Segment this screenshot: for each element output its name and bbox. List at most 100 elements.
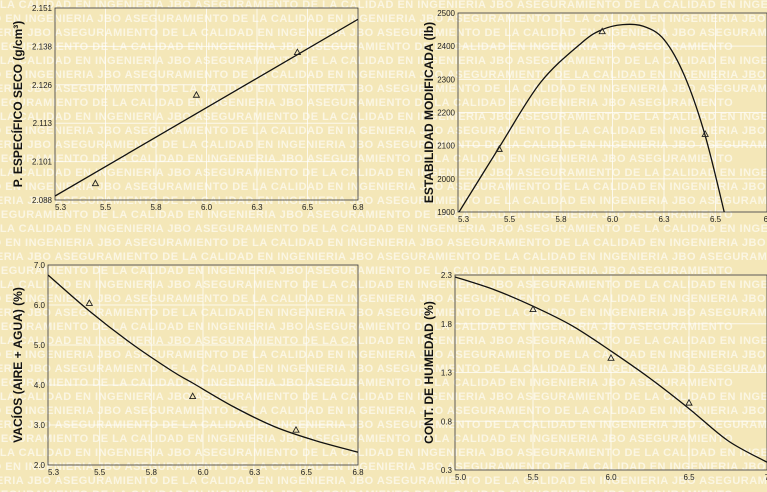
x-tick-label: 5.8 [150, 203, 162, 212]
y-tick-label: 2100 [437, 142, 455, 151]
watermark-text: DE LA CALIDAD EN INGENIERIA JBO ASEGURAM… [0, 153, 733, 165]
watermark-text: DE LA CALIDAD EN INGENIERIA JBO ASEGURAM… [0, 167, 767, 179]
y-tick-label: 0.8 [441, 417, 453, 426]
y-tick-label: 5.0 [34, 341, 46, 350]
y-tick-label: 2300 [437, 75, 455, 84]
watermark-text: DE LA CALIDAD EN INGENIERIA JBO ASEGURAM… [0, 433, 733, 445]
watermark-text: DE LA CALIDAD EN INGENIERIA JBO ASEGURAM… [0, 265, 733, 277]
x-tick-label: 5.3 [55, 203, 67, 212]
watermark-text: DE LA CALIDAD EN INGENIERIA JBO ASEGURAM… [0, 293, 767, 305]
watermark-text: DE LA CALIDAD EN INGENIERIA JBO ASEGURAM… [0, 139, 767, 151]
y-tick-label: 2200 [437, 109, 455, 118]
watermark-text: DE LA CALIDAD EN INGENIERIA JBO ASEGURAM… [0, 237, 767, 249]
x-tick-label: 6.5 [710, 215, 722, 224]
watermark-text: DE LA CALIDAD EN INGENIERIA JBO ASEGURAM… [0, 111, 767, 123]
data-point-triangle [85, 299, 94, 306]
chart-2: 5.3 5.5 5.8 6.0 6.3 6.5 6. 1900 2000 2100 2200 2300… [422, 9, 767, 224]
x-tick-label: 6.8 [352, 203, 364, 212]
y-axis-label: CONT. DE HUMEDAD (%) [422, 301, 436, 444]
y-tick-label: 2000 [437, 175, 455, 184]
y-tick-label: 2.0 [34, 461, 46, 470]
x-tick-label: 6.3 [251, 203, 263, 212]
plot-frame [54, 7, 359, 201]
watermark-text: DE LA CALIDAD EN INGENIERIA JBO ASEGURAM… [0, 83, 767, 95]
chart-4: 5.0 5.5 6.0 6.5 7 0.3 0.8 1.3 1.8 2.3 CONT. DE HUM… [422, 271, 767, 482]
y-tick-label: 2.113 [33, 119, 53, 128]
x-tick-label: 5.3 [458, 215, 470, 224]
x-tick-label: 6.5 [302, 203, 314, 212]
x-tick-label: 6.8 [352, 468, 364, 477]
watermark-text: DE LA CALIDAD EN INGENIERIA JBO ASEGURAM… [0, 181, 767, 193]
watermark-text: DE LA CALIDAD EN INGENIERIA JBO ASEGURAM… [0, 335, 767, 347]
data-point-triangle [607, 353, 615, 361]
x-tick-label: 6.5 [301, 468, 313, 477]
data-point-triangle [529, 305, 537, 312]
y-tick-label: 7.0 [34, 261, 46, 270]
y-tick-label: 2500 [437, 9, 455, 18]
watermark-text: DE LA CALIDAD EN INGENIERIA JBO ASEGURAM… [0, 279, 767, 291]
data-point-triangle [292, 425, 300, 433]
y-axis-label: VACÍOS (AIRE + AGUA) (%) [10, 287, 25, 443]
watermark-text: DE LA CALIDAD EN INGENIERIA JBO ASEGURAM… [0, 41, 733, 53]
data-point-triangle [192, 90, 201, 98]
fitted-curve [458, 23, 725, 212]
x-tick-label: 6.5 [683, 473, 695, 482]
x-tick-label: 5.5 [100, 203, 112, 212]
y-tick-label: 1900 [437, 208, 455, 217]
watermark-text: DE LA CALIDAD EN INGENIERIA JBO ASEGURAM… [0, 447, 767, 459]
watermark-text: DE LA CALIDAD EN INGENIERIA JBO ASEGURAM… [0, 363, 767, 375]
charts-layer: 5.3 5.5 5.8 6.0 6.3 6.5 6.8 2.088 2.101 2.113 2.12… [10, 4, 767, 482]
watermark-text: DE LA CALIDAD EN INGENIERIA JBO ASEGURAM… [0, 195, 767, 207]
data-point-triangle [91, 179, 100, 187]
watermark-text: DE LA CALIDAD EN INGENIERIA JBO ASEGURAM… [0, 475, 767, 487]
x-tick-label: 5.8 [146, 468, 158, 477]
watermark-text: DE LA CALIDAD EN INGENIERIA JBO ASEGURAM… [0, 97, 733, 109]
watermark-text: DE LA CALIDAD EN INGENIERIA JBO ASEGURAM… [0, 405, 767, 417]
plot-frame [47, 264, 359, 466]
plot-frame [454, 274, 767, 471]
x-tick-label: 6.3 [249, 468, 261, 477]
watermark-text: DE LA CALIDAD EN INGENIERIA JBO ASEGURAM… [0, 55, 767, 67]
data-point-triangle [598, 27, 606, 35]
y-tick-label: 2.3 [441, 271, 453, 280]
x-tick-label: 5.5 [504, 215, 516, 224]
watermark-text: DE LA CALIDAD EN INGENIERIA JBO ASEGURAM… [0, 419, 767, 431]
chart-3: 5.3 5.5 5.8 6.0 6.3 6.5 6.8 2.0 3.0 4.0 5.0 6.0 7.0 V… [10, 261, 364, 477]
watermark-text: DE LA CALIDAD EN INGENIERIA JBO ASEGURAM… [0, 489, 733, 492]
x-tick-label: 5.5 [527, 473, 539, 482]
y-tick-label: 2.088 [32, 196, 53, 205]
chart-1: 5.3 5.5 5.8 6.0 6.3 6.5 6.8 2.088 2.101 2.113 2.12… [10, 4, 364, 212]
x-tick-label: 6.0 [605, 473, 617, 482]
watermark-text: DE LA CALIDAD EN INGENIERIA JBO ASEGURAM… [0, 0, 767, 11]
data-point-triangle [188, 392, 197, 400]
y-axis-label: P. ESPECÍFICO SECO (g/cm³) [10, 21, 25, 187]
data-point-triangle [495, 145, 503, 152]
y-tick-label: 2.101 [32, 158, 53, 167]
x-tick-label: 7 [765, 473, 767, 482]
watermark-text: DE LA CALIDAD EN INGENIERIA JBO ASEGURAM… [0, 251, 767, 263]
y-tick-label: 6.0 [34, 301, 46, 310]
data-point-triangle [701, 130, 709, 137]
x-tick-label: 6.0 [201, 203, 213, 212]
watermark-text: DE LA CALIDAD EN INGENIERIA JBO ASEGURAM… [0, 377, 733, 389]
watermark-text: DE LA CALIDAD EN INGENIERIA JBO ASEGURAM… [0, 125, 767, 137]
y-tick-label: 0.3 [441, 466, 453, 475]
x-tick-label: 6. [764, 215, 767, 224]
y-tick-label: 2.126 [32, 81, 53, 90]
y-tick-label: 2400 [437, 42, 455, 51]
x-tick-label: 5.0 [455, 473, 467, 482]
fitted-line [55, 18, 358, 197]
watermark-text: DE LA CALIDAD EN INGENIERIA JBO ASEGURAM… [0, 223, 767, 235]
fitted-curve [455, 276, 767, 463]
x-tick-label: 6.0 [197, 468, 209, 477]
y-axis-label: ESTABILIDAD MODIFICADA (lb) [422, 22, 436, 203]
watermark-text: DE LA CALIDAD EN INGENIERIA JBO ASEGURAM… [0, 461, 767, 473]
x-tick-label: 6.3 [658, 215, 670, 224]
fitted-curve [48, 274, 358, 453]
x-tick-label: 5.3 [48, 468, 60, 477]
watermark-text: DE LA CALIDAD EN INGENIERIA JBO ASEGURAM… [0, 13, 767, 25]
x-tick-label: 5.5 [94, 468, 106, 477]
watermark-text: DE LA CALIDAD EN INGENIERIA JBO ASEGURAM… [0, 349, 767, 361]
y-tick-label: 3.0 [34, 421, 46, 430]
x-tick-label: 5.8 [555, 215, 567, 224]
